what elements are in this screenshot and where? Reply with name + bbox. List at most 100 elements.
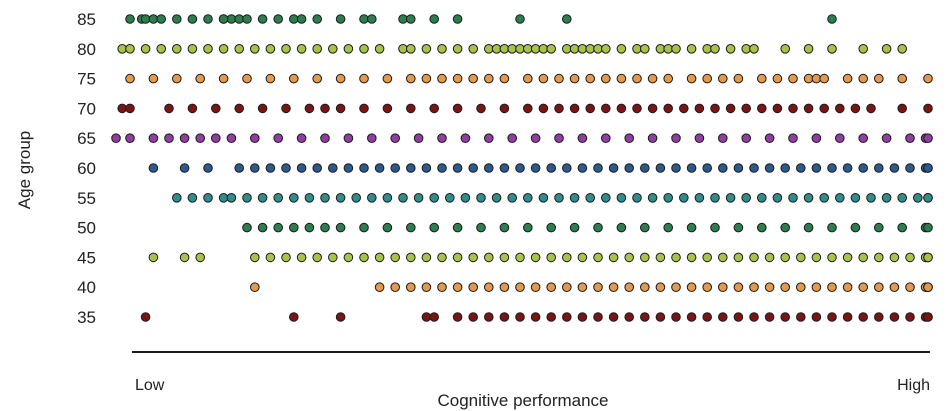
data-point: [335, 73, 346, 84]
data-point: [923, 193, 933, 203]
data-point: [741, 133, 752, 143]
data-point: [515, 14, 525, 24]
data-point: [296, 133, 307, 143]
data-point: [710, 103, 720, 114]
data-point: [694, 193, 705, 203]
data-point: [484, 133, 494, 143]
data-point: [289, 312, 299, 322]
data-point: [772, 103, 783, 114]
data-point: [234, 44, 244, 54]
data-point: [679, 103, 689, 114]
data-point: [203, 163, 213, 173]
data-point: [367, 133, 377, 143]
data-point: [538, 103, 549, 114]
data-point: [211, 103, 221, 114]
data-point: [757, 73, 767, 84]
data-point: [390, 282, 401, 293]
data-point: [515, 252, 525, 263]
data-point: [702, 282, 713, 293]
data-point: [296, 163, 307, 173]
y-tick-label: 50: [77, 219, 96, 238]
data-point: [320, 193, 330, 203]
data-point: [523, 103, 533, 114]
data-point: [406, 282, 416, 293]
data-point: [359, 44, 369, 54]
data-point: [507, 133, 518, 143]
data-point: [265, 73, 276, 84]
data-point: [601, 103, 611, 114]
data-point: [242, 193, 252, 203]
data-point: [702, 312, 713, 322]
data-point: [647, 193, 658, 203]
data-point: [546, 44, 557, 54]
data-point: [835, 103, 845, 114]
data-point: [562, 252, 572, 263]
data-point: [343, 133, 354, 143]
data-point: [335, 103, 346, 114]
data-point: [296, 44, 307, 54]
data-point: [889, 252, 900, 263]
data-point: [452, 222, 463, 233]
data-point: [476, 193, 486, 203]
data-point: [172, 44, 182, 54]
data-point: [507, 193, 518, 203]
data-point: [452, 252, 463, 263]
y-tick-label: 60: [77, 159, 96, 178]
data-point: [437, 163, 447, 173]
data-point: [273, 133, 284, 143]
y-tick-label: 70: [77, 99, 96, 118]
data-point: [569, 193, 580, 203]
data-point: [601, 44, 611, 54]
data-point: [827, 222, 837, 233]
data-point: [111, 133, 121, 143]
data-point: [156, 14, 166, 24]
data-point: [304, 222, 315, 233]
data-point: [499, 73, 510, 84]
y-tick-label: 40: [77, 278, 96, 297]
data-point: [827, 163, 837, 173]
data-point: [515, 163, 525, 173]
data-point: [429, 103, 440, 114]
data-point: [640, 282, 650, 293]
data-point: [640, 222, 650, 233]
data-point: [632, 193, 642, 203]
data-point: [515, 282, 525, 293]
data-point: [593, 312, 603, 322]
data-point: [374, 252, 385, 263]
data-point: [679, 193, 689, 203]
data-point: [289, 222, 299, 233]
data-point: [468, 252, 479, 263]
data-point: [577, 312, 588, 322]
data-point: [663, 193, 674, 203]
data-point: [437, 133, 447, 143]
data-point: [616, 193, 627, 203]
data-point: [172, 14, 182, 24]
data-point: [421, 282, 432, 293]
data-point: [499, 163, 510, 173]
data-point: [593, 222, 603, 233]
y-tick-label: 65: [77, 129, 96, 148]
data-point: [923, 163, 933, 173]
data-point: [359, 222, 369, 233]
data-point: [452, 73, 463, 84]
data-point: [530, 312, 541, 322]
data-point: [858, 73, 869, 84]
data-point: [359, 73, 369, 84]
data-point: [897, 44, 908, 54]
data-point: [905, 163, 915, 173]
data-point: [866, 103, 876, 114]
data-point: [923, 312, 933, 322]
data-point: [686, 312, 697, 322]
data-point: [718, 252, 728, 263]
data-point: [671, 44, 681, 54]
data-point: [281, 44, 291, 54]
data-point: [881, 133, 892, 143]
data-point: [460, 193, 471, 203]
data-point: [850, 193, 861, 203]
data-point: [923, 252, 933, 263]
data-point: [179, 252, 190, 263]
data-point: [476, 222, 486, 233]
data-point: [140, 312, 151, 322]
data-point: [788, 193, 798, 203]
